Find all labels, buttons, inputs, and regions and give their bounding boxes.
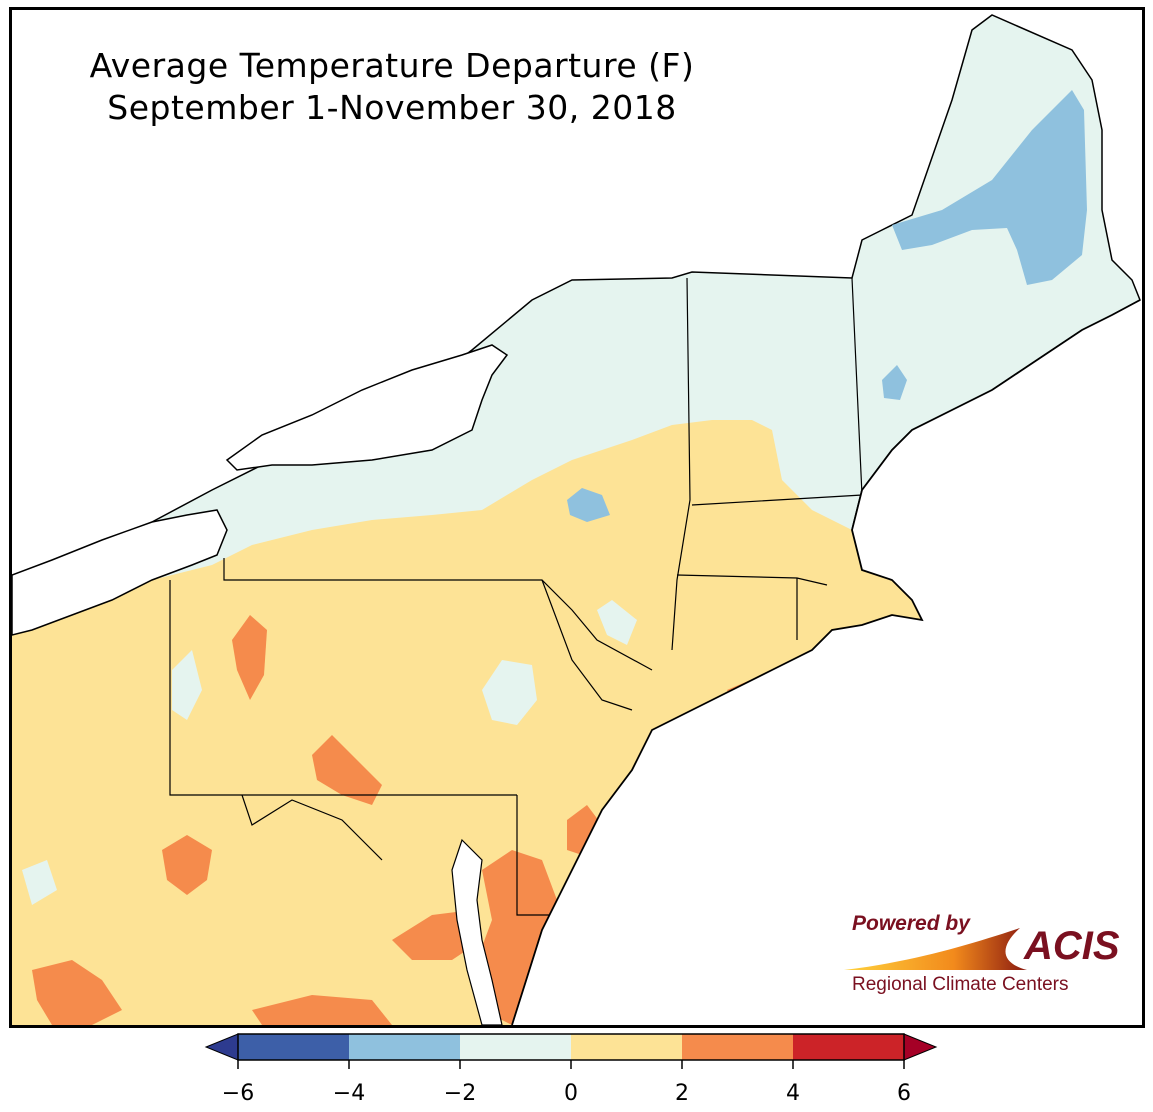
chesapeake-bay <box>451 838 503 1025</box>
neutral-pa-2 <box>172 650 202 720</box>
lake-ontario <box>225 344 509 471</box>
land-above-normal <box>12 420 922 1025</box>
cold-anomaly-maine <box>892 90 1087 285</box>
warm-anomaly-nj <box>567 805 602 855</box>
lake-erie <box>12 509 228 636</box>
acis-swoosh-icon <box>844 928 1027 970</box>
warm-anomaly-de <box>477 850 557 1025</box>
colorbar-tick-label: 6 <box>897 1081 911 1106</box>
warm-anomaly-pa-central <box>312 735 382 805</box>
colorbar-bin <box>571 1034 682 1060</box>
acis-logo: Powered by ACIS Regional Climate Centers <box>842 910 1132 1005</box>
colorbar-under-arrow <box>204 1033 239 1061</box>
colorbar-tick-label: −4 <box>332 1081 366 1106</box>
state-boundaries <box>169 277 863 916</box>
acis-subtitle: Regional Climate Centers <box>852 974 1069 995</box>
warm-anomaly-wv <box>162 835 212 895</box>
map-title: Average Temperature Departure (F) <box>89 46 695 85</box>
colorbar-bin <box>682 1034 793 1060</box>
temperature-map <box>12 14 1142 1025</box>
cold-anomaly-ny <box>567 488 610 522</box>
colorbar-bin <box>349 1034 460 1060</box>
warm-anomaly-va <box>32 960 122 1025</box>
colorbar <box>204 1033 938 1069</box>
colorbar-bin <box>793 1034 904 1060</box>
colorbar-bin <box>460 1034 571 1060</box>
colorbar-tick-label: −6 <box>221 1081 255 1106</box>
neutral-ny-1 <box>597 600 637 645</box>
cold-anomaly-nh <box>882 365 907 400</box>
colorbar-tick-label: −2 <box>443 1081 477 1106</box>
colorbar-tick-label: 0 <box>564 1081 578 1106</box>
neutral-wv <box>22 860 57 905</box>
colorbar-bin <box>238 1034 349 1060</box>
colorbar-tick-label: 2 <box>675 1081 689 1106</box>
neutral-pa-1 <box>482 660 537 725</box>
warm-anomaly-va-south <box>252 995 392 1025</box>
map-subtitle: September 1-November 30, 2018 <box>107 88 677 127</box>
colorbar-tick-label: 4 <box>786 1081 800 1106</box>
acis-name: ACIS <box>1024 924 1120 968</box>
coastline <box>511 299 1141 1025</box>
acis-powered-by: Powered by <box>852 912 970 935</box>
colorbar-over-arrow <box>903 1033 938 1061</box>
warm-anomaly-pa-west <box>232 615 267 700</box>
atlantic-ocean <box>512 300 1142 1025</box>
map-frame: Average Temperature Departure (F) Septem… <box>9 7 1145 1028</box>
